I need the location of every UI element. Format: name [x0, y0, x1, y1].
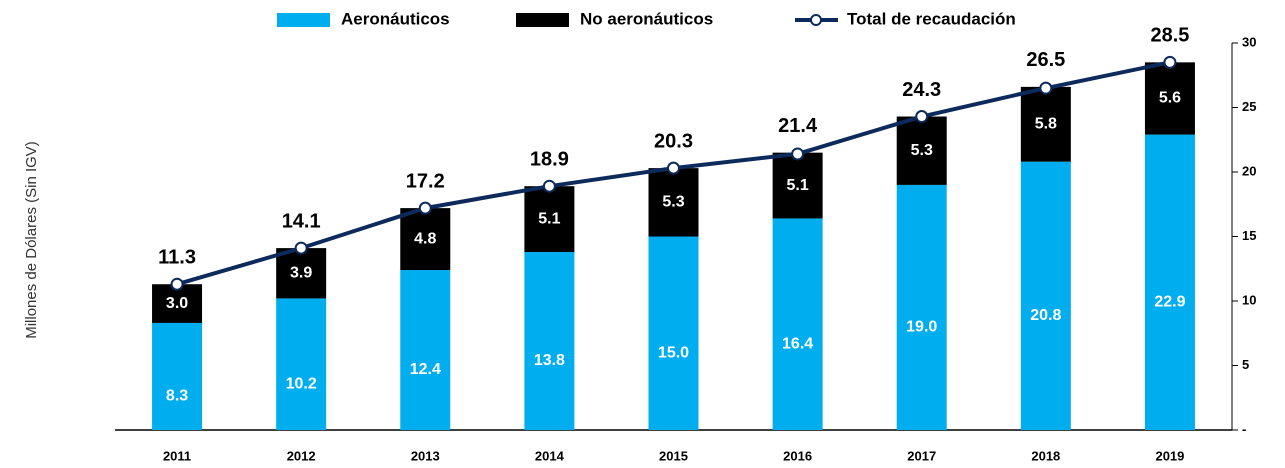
total-value-label: 28.5 — [1150, 25, 1189, 47]
line-marker — [170, 277, 184, 291]
line-marker — [915, 110, 929, 124]
legend-label: No aeronáuticos — [580, 9, 713, 28]
line-marker — [791, 147, 805, 161]
x-tick-label: 2017 — [907, 448, 936, 463]
bar-value-label: 13.8 — [534, 352, 565, 369]
x-tick-label: 2019 — [1155, 448, 1184, 463]
bar-segment — [772, 152, 823, 219]
line-marker — [294, 241, 308, 255]
y-tick-label: 15 — [1242, 228, 1256, 243]
bar-value-label: 5.3 — [662, 194, 684, 211]
legend-label: Total de recaudación — [847, 9, 1016, 28]
total-value-label: 21.4 — [778, 115, 818, 137]
y-tick-label: 30 — [1242, 34, 1256, 49]
total-value-label: 18.9 — [530, 148, 569, 170]
bar-segment — [772, 218, 823, 430]
bar-segment — [648, 236, 699, 430]
y-tick-label: - — [1242, 421, 1246, 436]
bar-segment — [1020, 86, 1071, 162]
bar-value-label: 15.0 — [658, 344, 689, 361]
bar-value-label: 5.6 — [1159, 90, 1181, 107]
line-marker — [418, 201, 432, 215]
y-axis-label: Millones de Dólares (Sin IGV) — [23, 141, 40, 339]
bar-value-label: 16.4 — [782, 335, 813, 352]
bar-value-label: 5.1 — [786, 177, 808, 194]
y-tick-label: 5 — [1242, 357, 1249, 372]
y-tick-label: 20 — [1242, 163, 1256, 178]
x-tick-label: 2016 — [783, 448, 812, 463]
line-marker — [667, 161, 680, 175]
bar-value-label: 10.2 — [286, 375, 317, 392]
x-tick-label: 2014 — [535, 448, 565, 463]
y-tick-label: 25 — [1242, 99, 1256, 114]
bar-segment — [400, 270, 451, 430]
bar-segment — [152, 322, 203, 430]
bar-segment — [276, 248, 327, 299]
bar-segment — [400, 208, 451, 271]
total-value-label: 17.2 — [406, 170, 445, 192]
x-tick-label: 2012 — [287, 448, 316, 463]
line-marker — [542, 179, 556, 193]
total-value-label: 11.3 — [158, 247, 196, 269]
bar-value-label: 22.9 — [1154, 294, 1185, 311]
legend-marker — [810, 14, 822, 26]
bar-value-label: 3.0 — [166, 295, 188, 312]
bar-segment — [1144, 134, 1195, 430]
x-tick-label: 2011 — [163, 448, 191, 463]
total-value-label: 14.1 — [282, 210, 321, 232]
bar-value-label: 5.8 — [1035, 115, 1057, 132]
x-tick-label: 2018 — [1031, 448, 1060, 463]
legend-swatch — [277, 13, 330, 27]
bar-value-label: 19.0 — [906, 319, 937, 336]
total-value-label: 24.3 — [902, 79, 941, 101]
bar-segment — [896, 116, 947, 185]
y-tick-label: 10 — [1242, 292, 1256, 307]
bar-value-label: 12.4 — [410, 361, 441, 378]
bar-value-label: 3.9 — [290, 264, 312, 281]
legend-label: Aeronáuticos — [341, 9, 450, 28]
bar-segment — [648, 168, 699, 237]
bar-value-label: 20.8 — [1030, 307, 1061, 324]
total-value-label: 20.3 — [654, 130, 693, 152]
x-tick-label: 2015 — [659, 448, 688, 463]
bar-segment — [524, 251, 575, 430]
bar-segment — [524, 186, 575, 252]
line-marker — [1163, 55, 1177, 69]
total-value-label: 26.5 — [1026, 49, 1065, 71]
bar-value-label: 5.1 — [538, 210, 560, 227]
bar-value-label: 8.3 — [166, 388, 188, 405]
x-tick-label: 2013 — [411, 448, 440, 463]
line-marker — [1039, 81, 1053, 95]
bar-value-label: 5.3 — [911, 142, 933, 159]
bar-segment — [276, 298, 327, 430]
bar-segment — [1020, 161, 1071, 430]
legend-swatch — [516, 13, 569, 27]
bar-segment — [1144, 62, 1195, 135]
bar-value-label: 4.8 — [414, 230, 436, 247]
bar-segment — [896, 184, 947, 430]
